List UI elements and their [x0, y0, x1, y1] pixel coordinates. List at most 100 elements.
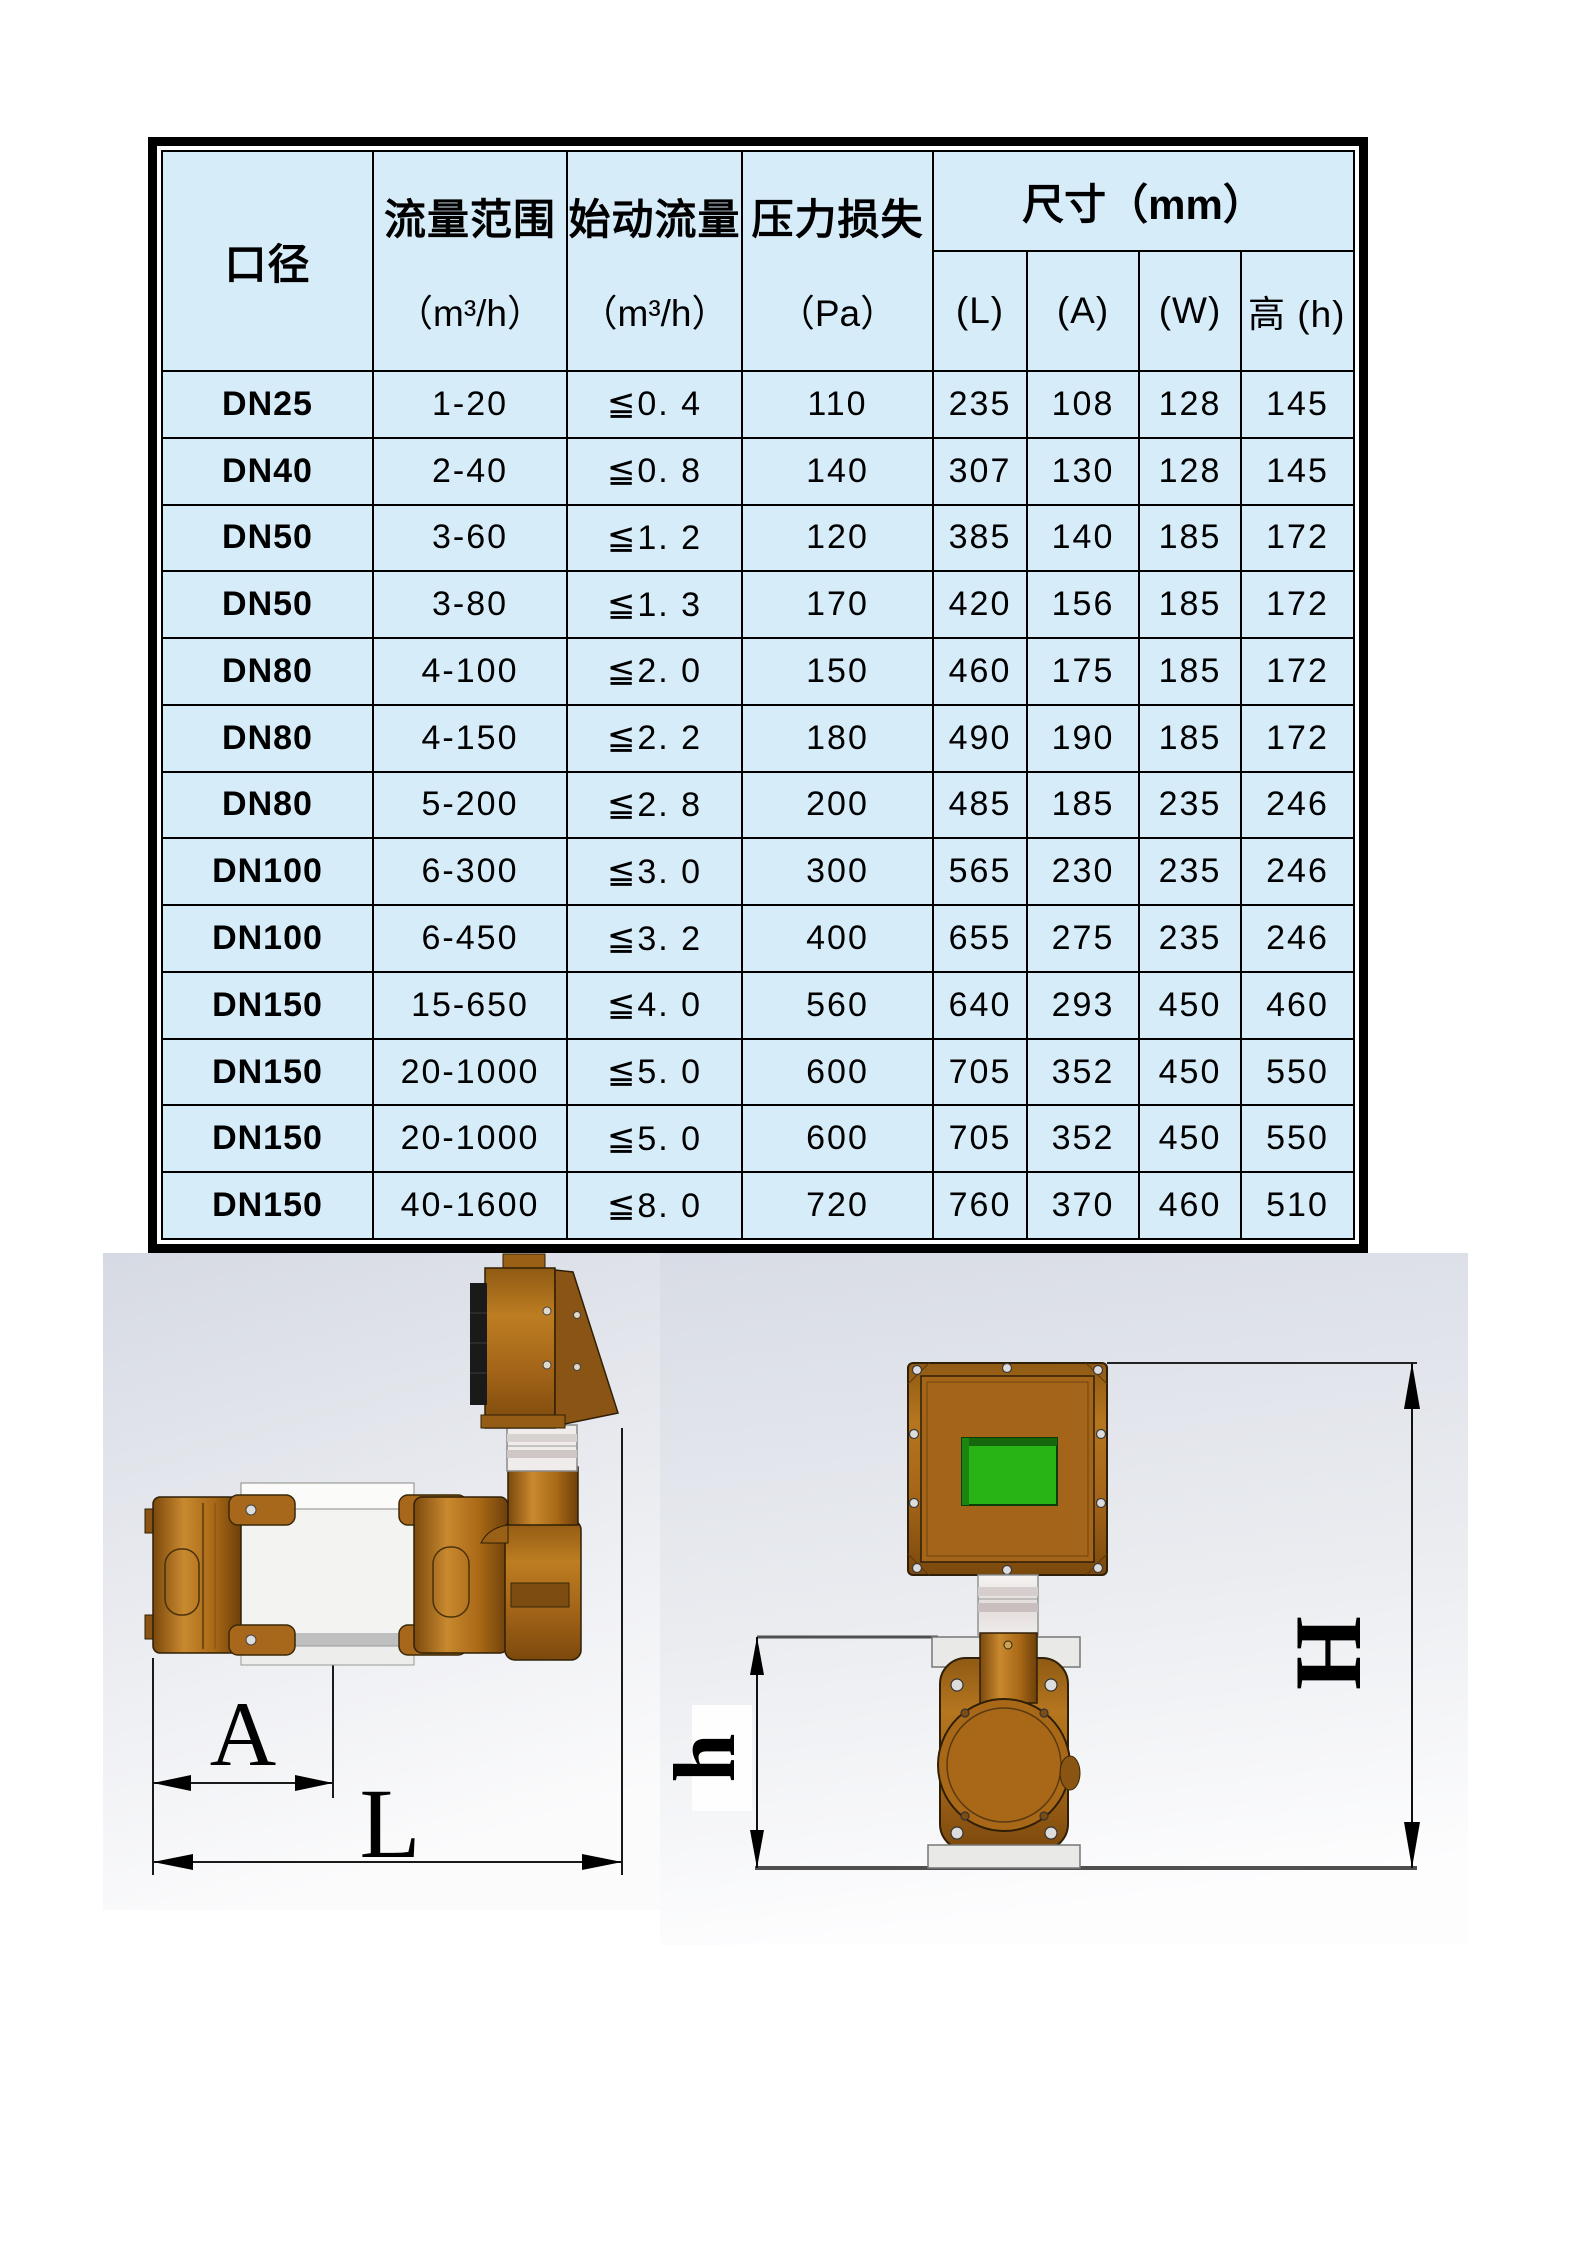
cell-diameter: DN25 [161, 370, 374, 439]
header-dimensions-label: 尺寸（mm） [1022, 180, 1265, 228]
header-dim-A: (A) [1026, 250, 1140, 372]
display-head-slope [554, 1269, 619, 1427]
table-cell: 550 [1239, 1037, 1356, 1107]
table-cell: 175 [1026, 637, 1140, 706]
table-cell: 172 [1239, 503, 1356, 573]
table-cell: 15-650 [372, 970, 568, 1040]
base-plate [927, 1844, 1081, 1869]
table-cell: 40-1600 [372, 1171, 568, 1240]
table-cell: 108 [1026, 370, 1140, 439]
cell-diameter: DN100 [161, 904, 374, 973]
dimension-h-label: h [660, 1734, 754, 1783]
table-cell: 185 [1138, 503, 1242, 573]
display-box-door-line [926, 1381, 1089, 1557]
side-view-svg: A L [103, 1253, 660, 1910]
table-cell: 565 [932, 837, 1028, 907]
table-cell: 705 [932, 1037, 1028, 1107]
cell-diameter: DN150 [161, 970, 374, 1040]
table-row: DN150 15-650 ≦4. 0 560 640 293 450 460 [161, 970, 1356, 1040]
table-cell: 760 [932, 1171, 1028, 1240]
table-cell: 145 [1239, 436, 1356, 506]
table-cell: 420 [932, 570, 1028, 640]
table-row: DN150 20-1000 ≦5. 0 600 705 352 450 550 [161, 1104, 1356, 1174]
table-cell: 640 [932, 970, 1028, 1040]
front-connector [977, 1574, 1039, 1636]
table-cell: 460 [932, 637, 1028, 706]
cell-diameter: DN80 [161, 637, 374, 706]
table-cell: ≦2. 8 [566, 770, 743, 840]
table-cell: 246 [1239, 904, 1356, 973]
meter-front-view [907, 1362, 1108, 1869]
meter-side-view [144, 1253, 619, 1666]
table-cell: 5-200 [372, 770, 568, 840]
table-cell: 450 [1138, 1037, 1242, 1107]
table-cell: 275 [1026, 904, 1140, 973]
table-cell: ≦8. 0 [566, 1171, 743, 1240]
table-cell: 145 [1239, 370, 1356, 439]
header-flow-range-label: 流量范围 [383, 195, 556, 243]
table-cell: 190 [1026, 703, 1140, 773]
dimension-L-label: L [359, 1768, 420, 1879]
header-pressure-loss-unit: （Pa） [777, 292, 898, 334]
dimension-h-label-bg [692, 1705, 752, 1811]
table-cell: 490 [932, 703, 1028, 773]
front-view-background [660, 1253, 1468, 1945]
table-cell: 4-100 [372, 637, 568, 706]
left-flange [152, 1496, 242, 1654]
table-cell: 172 [1239, 637, 1356, 706]
table-row: DN80 4-100 ≦2. 0 150 460 175 185 172 [161, 637, 1356, 706]
table-cell: 655 [932, 904, 1028, 973]
header-flow-range-unit: （m³/h） [396, 292, 544, 334]
table-cell: 140 [1026, 503, 1140, 573]
front-pipe-bolt [1003, 1640, 1013, 1650]
cell-diameter: DN80 [161, 770, 374, 840]
table-cell: 352 [1026, 1104, 1140, 1174]
cell-diameter: DN100 [161, 837, 374, 907]
spec-table-body: DN25 1-20 ≦0. 4 110 235 108 128 145 DN40 2-40 ≦0. … [161, 370, 1356, 1240]
table-cell: 6-450 [372, 904, 568, 973]
table-cell: 172 [1239, 703, 1356, 773]
table-cell: 385 [932, 503, 1028, 573]
table-cell: 130 [1026, 436, 1140, 506]
elbow-slot [510, 1582, 570, 1608]
riser-pipe [507, 1466, 579, 1526]
header-dimensions: 尺寸（mm） [931, 150, 1356, 252]
header-diameter-label: 口径 [224, 240, 311, 288]
dimension-H-label: H [1275, 1616, 1381, 1690]
side-view-drawing: A L [103, 1253, 660, 1915]
table-cell: ≦4. 0 [566, 970, 743, 1040]
table-cell: 720 [741, 1171, 934, 1240]
housing-cover [937, 1698, 1071, 1832]
table-cell: 485 [932, 770, 1028, 840]
dimension-A: A [153, 1683, 333, 1791]
cell-diameter: DN150 [161, 1104, 374, 1174]
display-head-box [484, 1267, 556, 1429]
header-dim-h-label: 高 (h) [1248, 294, 1346, 335]
table-cell: 128 [1138, 436, 1242, 506]
table-row: DN50 3-80 ≦1. 3 170 420 156 185 172 [161, 570, 1356, 640]
table-cell: 110 [741, 370, 934, 439]
display-head-fins [470, 1283, 487, 1405]
table-cell: 510 [1239, 1171, 1356, 1240]
table-cell: 156 [1026, 570, 1140, 640]
table-cell: 230 [1026, 837, 1140, 907]
header-dim-L: (L) [932, 250, 1028, 372]
table-cell: 400 [741, 904, 934, 973]
header-start-flow: 始动流量 （m³/h） [566, 150, 743, 372]
side-view-extension-lines [152, 1428, 623, 1875]
table-cell: 600 [741, 1037, 934, 1107]
table-row: DN80 4-150 ≦2. 2 180 490 190 185 172 [161, 703, 1356, 773]
table-cell: 185 [1138, 637, 1242, 706]
table-cell: 293 [1026, 970, 1140, 1040]
header-pressure-loss: 压力损失 （Pa） [741, 150, 934, 372]
header-dim-L-label: (L) [955, 290, 1005, 331]
table-cell: ≦0. 4 [566, 370, 743, 439]
header-flow-range: 流量范围 （m³/h） [372, 150, 568, 372]
cell-diameter: DN150 [161, 1171, 374, 1240]
table-row: DN80 5-200 ≦2. 8 200 485 185 235 246 [161, 770, 1356, 840]
table-cell: 180 [741, 703, 934, 773]
cell-diameter: DN40 [161, 436, 374, 506]
display-head-base [480, 1414, 566, 1429]
table-row: DN100 6-450 ≦3. 2 400 655 275 235 246 [161, 904, 1356, 973]
table-cell: 235 [1138, 837, 1242, 907]
